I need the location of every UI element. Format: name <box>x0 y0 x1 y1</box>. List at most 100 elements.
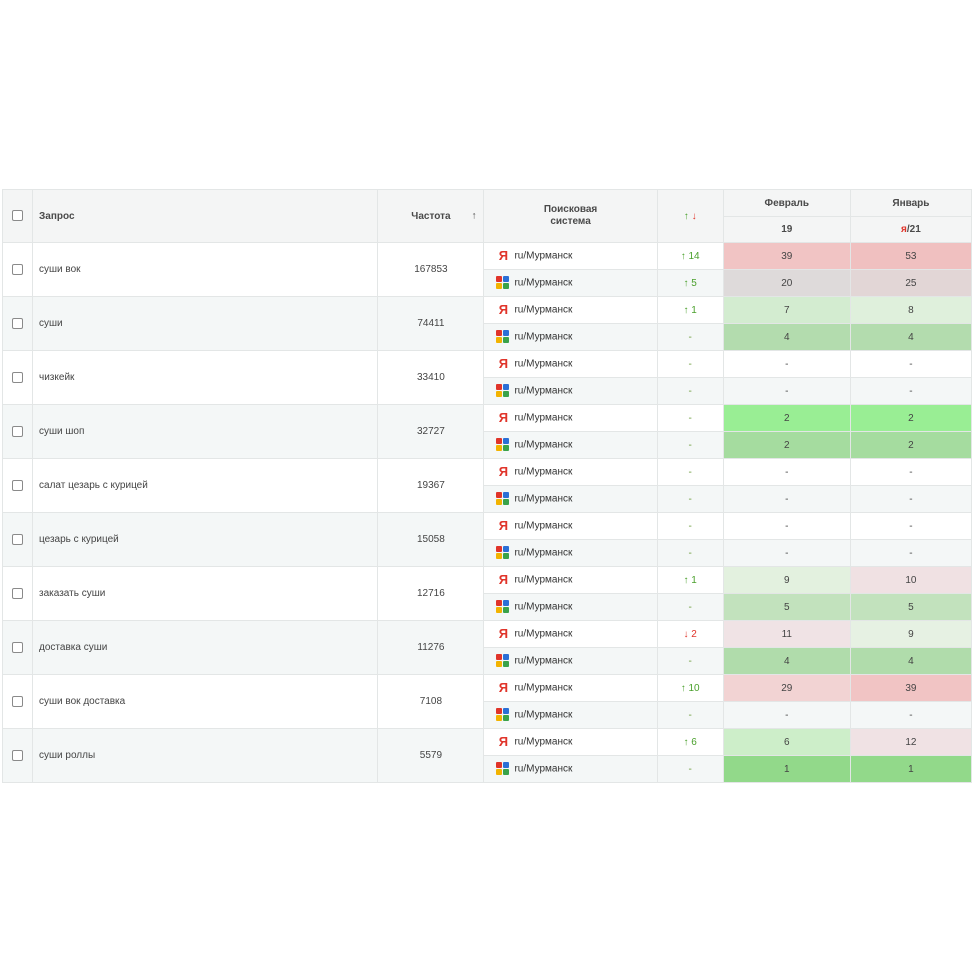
row-checkbox[interactable] <box>12 317 23 329</box>
position-change-cell: - <box>656 458 724 486</box>
position-jan-cell: 4 <box>849 323 972 351</box>
position-change-cell: - <box>656 755 724 783</box>
position-change-value: - <box>688 520 692 532</box>
position-change-value: - <box>688 601 692 613</box>
region-label: ru/Мурманск <box>514 709 573 721</box>
google-icon <box>496 492 510 506</box>
query-cell[interactable]: салат цезарь с курицей <box>32 458 379 513</box>
position-feb-cell: 29 <box>722 674 851 702</box>
position-change-cell: ↑ 10 <box>656 674 724 702</box>
position-change-cell: ↑ 1 <box>656 296 724 324</box>
position-feb-cell: 20 <box>722 269 851 297</box>
up-arrow-icon: ↑ <box>683 304 692 316</box>
query-cell[interactable]: суши вок <box>32 242 379 297</box>
search-engine-cell: ru/Мурманск <box>483 593 658 621</box>
select-all-cell <box>1 189 34 243</box>
row-checkbox[interactable] <box>12 263 23 275</box>
yandex-icon: Я <box>498 734 509 749</box>
position-change-value: - <box>688 466 692 478</box>
position-change-value: 5 <box>691 277 697 289</box>
query-cell[interactable]: доставка суши <box>32 620 379 675</box>
row-select-cell <box>1 728 34 783</box>
region-label: ru/Мурманск <box>514 763 573 775</box>
row-select-cell <box>1 350 34 405</box>
row-checkbox[interactable] <box>12 749 23 761</box>
table-row: ru/Мурманск - 4 4 <box>3 323 972 351</box>
date-header-feb-19[interactable]: 19 <box>722 216 851 243</box>
position-jan-cell: - <box>849 512 972 540</box>
position-change-cell: ↑ 14 <box>656 242 724 270</box>
date-header-jan-21[interactable]: я/21 <box>849 216 972 243</box>
position-change-value: - <box>688 547 692 559</box>
frequency-column-header[interactable]: Частота ↑ <box>377 189 485 243</box>
sort-ascending-icon[interactable]: ↑ <box>471 210 477 222</box>
month-header-february: Февраль <box>722 189 851 217</box>
search-engine-cell: ru/Мурманск <box>483 485 658 513</box>
up-arrow-icon: ↑ <box>680 682 689 694</box>
table-row: ru/Мурманск - - - <box>3 539 972 567</box>
row-checkbox[interactable] <box>12 533 23 545</box>
position-change-cell: - <box>656 647 724 675</box>
yandex-icon: Я <box>498 626 509 641</box>
google-icon <box>496 762 510 776</box>
dynamics-column-header[interactable]: ↑ ↓ <box>656 189 724 243</box>
search-engine-header-line2: система <box>550 216 591 227</box>
position-feb-cell: 1 <box>722 755 851 783</box>
region-label: ru/Мурманск <box>514 547 573 559</box>
position-feb-cell: 5 <box>722 593 851 621</box>
position-change-cell: - <box>656 701 724 729</box>
region-label: ru/Мурманск <box>514 385 573 397</box>
position-change-value: - <box>688 439 692 451</box>
query-cell[interactable]: суши вок доставка <box>32 674 379 729</box>
row-checkbox[interactable] <box>12 479 23 491</box>
position-feb-cell: 39 <box>722 242 851 270</box>
query-cell[interactable]: суши <box>32 296 379 351</box>
query-cell[interactable]: суши роллы <box>32 728 379 783</box>
table-row: ru/Мурманск - 2 2 <box>3 431 972 459</box>
search-engine-column-header: Поисковая система <box>483 189 658 243</box>
position-change-cell: ↑ 5 <box>656 269 724 297</box>
row-checkbox[interactable] <box>12 641 23 653</box>
position-jan-cell: 8 <box>849 296 972 324</box>
search-engine-cell: ru/Мурманск <box>483 431 658 459</box>
position-feb-cell: - <box>722 512 851 540</box>
position-jan-cell: 9 <box>849 620 972 648</box>
query-cell[interactable]: заказать суши <box>32 566 379 621</box>
yandex-icon: Я <box>498 248 509 263</box>
query-cell[interactable]: суши шоп <box>32 404 379 459</box>
position-feb-cell: 4 <box>722 647 851 675</box>
row-checkbox[interactable] <box>12 371 23 383</box>
position-change-cell: ↓ 2 <box>656 620 724 648</box>
query-cell[interactable]: цезарь с курицей <box>32 512 379 567</box>
query-cell[interactable]: чизкейк <box>32 350 379 405</box>
google-icon <box>496 276 510 290</box>
google-icon <box>496 708 510 722</box>
yandex-icon: Я <box>498 410 509 425</box>
query-column-header[interactable]: Запрос <box>32 189 379 243</box>
position-jan-cell: - <box>849 701 972 729</box>
google-icon <box>496 384 510 398</box>
row-select-cell <box>1 404 34 459</box>
position-jan-cell: 10 <box>849 566 972 594</box>
region-label: ru/Мурманск <box>514 682 573 694</box>
region-label: ru/Мурманск <box>514 304 573 316</box>
select-all-checkbox[interactable] <box>12 210 23 222</box>
jan-day-label: /21 <box>906 224 921 235</box>
row-checkbox[interactable] <box>12 425 23 437</box>
frequency-cell: 33410 <box>377 350 485 405</box>
row-checkbox[interactable] <box>12 587 23 599</box>
search-engine-cell: ru/Мурманск <box>483 701 658 729</box>
search-engine-cell: ru/Мурманск <box>483 647 658 675</box>
row-checkbox[interactable] <box>12 695 23 707</box>
